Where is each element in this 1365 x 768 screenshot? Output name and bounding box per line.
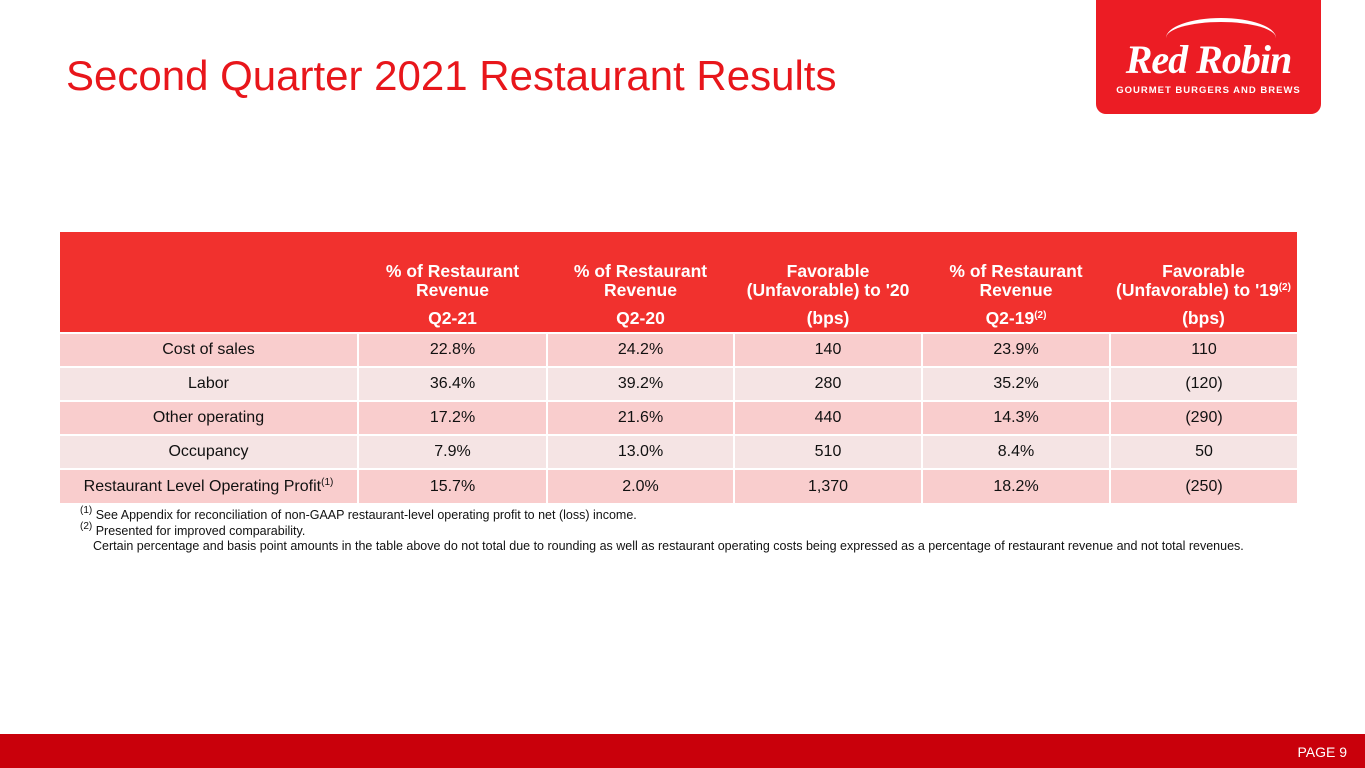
column-header-period: Q2-20 xyxy=(547,306,734,333)
table-cell: 110 xyxy=(1110,332,1297,367)
table-cell: 510 xyxy=(734,434,923,469)
table-cell: 17.2% xyxy=(358,400,548,435)
table-cell: 36.4% xyxy=(358,366,548,401)
table-cell: 440 xyxy=(734,400,923,435)
column-header-period: Q2-19(2) xyxy=(922,306,1110,333)
table-cell: 15.7% xyxy=(358,468,548,503)
row-label: Occupancy xyxy=(60,434,359,469)
page-number: PAGE 9 xyxy=(1297,744,1347,760)
table-cell: 280 xyxy=(734,366,923,401)
table-cell: 8.4% xyxy=(922,434,1111,469)
column-header-title xyxy=(60,232,358,306)
column-header-title: % of Restaurant Revenue xyxy=(358,232,547,306)
table-cell: 1,370 xyxy=(734,468,923,503)
table-cell: 50 xyxy=(1110,434,1297,469)
row-label: Labor xyxy=(60,366,359,401)
red-robin-logo: Red Robin GOURMET BURGERS AND BREWS xyxy=(1096,0,1321,114)
column-header-period xyxy=(60,306,358,333)
column-header-period: (bps) xyxy=(734,306,922,333)
footnote: (2) Presented for improved comparability… xyxy=(80,520,306,538)
table-cell: 22.8% xyxy=(358,332,548,367)
table-row: Occupancy 7.9% 13.0% 510 8.4% 50 xyxy=(60,434,1297,469)
table-cell: 2.0% xyxy=(547,468,735,503)
row-label: Cost of sales xyxy=(60,332,359,367)
table-row: Cost of sales 22.8% 24.2% 140 23.9% 110 xyxy=(60,332,1297,367)
table-cell: 39.2% xyxy=(547,366,735,401)
page-title: Second Quarter 2021 Restaurant Results xyxy=(66,52,837,99)
table-cell: 23.9% xyxy=(922,332,1111,367)
table-cell: 24.2% xyxy=(547,332,735,367)
table-cell: 35.2% xyxy=(922,366,1111,401)
column-header-period: Q2-21 xyxy=(358,306,547,333)
results-table: % of Restaurant Revenue% of Restaurant R… xyxy=(60,232,1297,503)
table-cell: 7.9% xyxy=(358,434,548,469)
table-cell: (120) xyxy=(1110,366,1297,401)
column-header-period: (bps) xyxy=(1110,306,1297,333)
logo-tagline: GOURMET BURGERS AND BREWS xyxy=(1116,85,1301,96)
column-header-title: % of Restaurant Revenue xyxy=(922,232,1110,306)
table-cell: 140 xyxy=(734,332,923,367)
column-header-title: % of Restaurant Revenue xyxy=(547,232,734,306)
table-row: Restaurant Level Operating Profit(1) 15.7… xyxy=(60,468,1297,503)
footnotes: (1) See Appendix for reconciliation of n… xyxy=(80,505,1300,555)
table-row: Other operating 17.2% 21.6% 440 14.3% (290) xyxy=(60,400,1297,435)
table-cell: 14.3% xyxy=(922,400,1111,435)
table-row: Labor 36.4% 39.2% 280 35.2% (120) xyxy=(60,366,1297,401)
footer-bar: PAGE 9 xyxy=(0,734,1365,768)
table-cell: (250) xyxy=(1110,468,1297,503)
column-header-title: Favorable (Unfavorable) to '20 xyxy=(734,232,922,306)
table-cell: 18.2% xyxy=(922,468,1111,503)
row-label: Other operating xyxy=(60,400,359,435)
column-header-title: Favorable (Unfavorable) to '19(2) xyxy=(1110,232,1297,306)
table-cell: (290) xyxy=(1110,400,1297,435)
table-cell: 21.6% xyxy=(547,400,735,435)
footnote: Certain percentage and basis point amoun… xyxy=(93,539,1244,553)
footnote: (1) See Appendix for reconciliation of n… xyxy=(80,505,637,523)
row-label: Restaurant Level Operating Profit(1) xyxy=(60,468,359,503)
logo-arc-icon xyxy=(1166,18,1276,58)
table-cell: 13.0% xyxy=(547,434,735,469)
